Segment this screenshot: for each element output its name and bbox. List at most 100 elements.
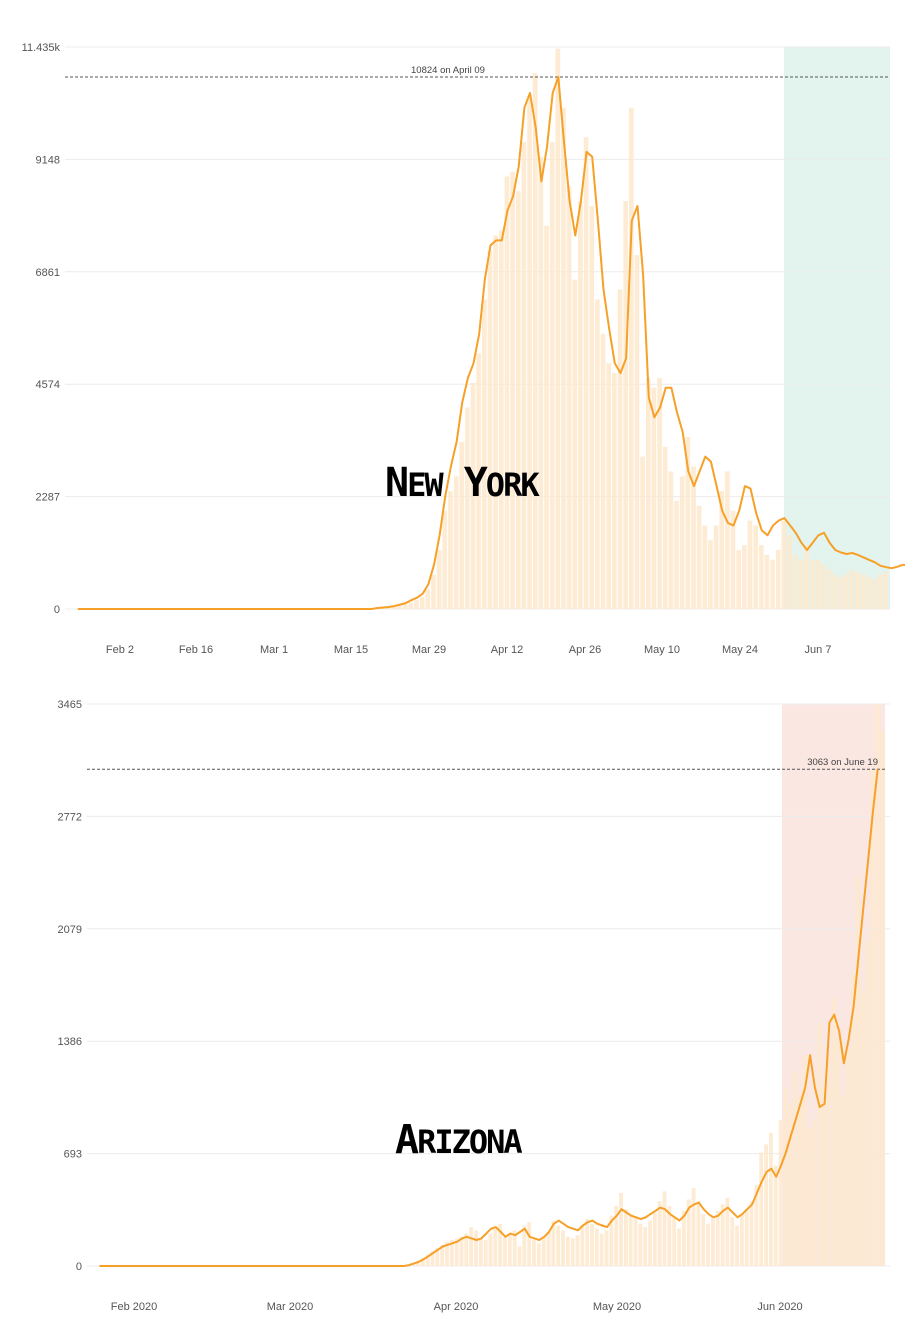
daily-bar <box>754 1184 759 1266</box>
daily-bar <box>797 1095 802 1266</box>
daily-bar <box>866 577 872 609</box>
x-tick-label: Feb 2 <box>106 644 134 656</box>
daily-bar <box>719 491 725 609</box>
daily-bar <box>725 1197 730 1266</box>
daily-bar <box>628 1214 633 1266</box>
daily-bar <box>788 1103 793 1266</box>
daily-bar <box>855 572 860 609</box>
daily-bar <box>832 574 838 609</box>
daily-bar <box>668 471 674 609</box>
daily-bar <box>482 299 487 609</box>
daily-bar <box>435 1248 440 1266</box>
daily-bar <box>657 1201 662 1266</box>
daily-bar <box>686 1199 691 1266</box>
daily-bar <box>522 1225 527 1266</box>
daily-bar <box>397 606 402 609</box>
daily-bar <box>747 520 753 609</box>
daily-bar <box>739 1214 744 1266</box>
daily-bar <box>696 1201 701 1266</box>
daily-bar <box>730 510 736 609</box>
daily-bar <box>804 545 809 609</box>
daily-bar <box>561 107 566 609</box>
x-tick-label: May 10 <box>644 644 680 656</box>
daily-bar <box>809 559 815 609</box>
daily-bar <box>549 142 555 609</box>
daily-bar <box>470 382 476 609</box>
daily-bar <box>815 559 821 609</box>
daily-bar <box>609 1215 614 1266</box>
daily-bar <box>493 235 498 609</box>
daily-bar <box>600 333 606 609</box>
daily-bar <box>566 186 572 609</box>
daily-bar <box>708 540 713 609</box>
daily-bar <box>883 572 888 609</box>
reference-line-label: 3063 on June 19 <box>807 757 878 768</box>
daily-bar <box>836 1038 841 1266</box>
daily-bar <box>570 1238 575 1266</box>
daily-bar <box>662 446 668 609</box>
daily-bar <box>454 1238 459 1266</box>
daily-bar <box>648 1220 652 1266</box>
daily-bar <box>875 704 880 1266</box>
daily-bar <box>580 1225 585 1266</box>
y-tick-label: 6861 <box>36 267 60 279</box>
daily-bar <box>768 1133 773 1266</box>
daily-bar <box>488 1233 493 1266</box>
daily-bar <box>585 1218 590 1266</box>
daily-bar <box>706 1223 710 1266</box>
daily-bar <box>546 1231 551 1266</box>
y-tick-label: 9148 <box>36 154 60 166</box>
daily-bar <box>634 255 640 610</box>
daily-bar <box>638 1223 643 1266</box>
daily-bar <box>459 441 465 609</box>
daily-bar <box>783 1087 788 1266</box>
daily-bar <box>606 363 612 609</box>
daily-bar <box>541 1236 546 1266</box>
daily-bar <box>483 1240 488 1266</box>
daily-bar <box>628 107 634 609</box>
y-tick-label: 2079 <box>58 924 82 936</box>
daily-bar <box>532 1240 536 1266</box>
daily-bar <box>503 1236 507 1266</box>
daily-bar <box>713 525 719 609</box>
daily-bar <box>701 1214 706 1266</box>
daily-bar <box>510 171 515 609</box>
daily-bar <box>431 574 436 609</box>
daily-bar <box>623 1209 628 1266</box>
daily-bar <box>453 476 459 609</box>
daily-bar <box>465 407 470 609</box>
daily-bar <box>430 1251 435 1266</box>
daily-bar <box>487 250 493 609</box>
daily-bar <box>402 604 408 609</box>
daily-bar <box>555 48 561 610</box>
title-initial: A <box>395 1117 419 1163</box>
daily-bar <box>753 525 758 609</box>
highlight-region <box>784 47 890 609</box>
daily-bar <box>623 201 628 609</box>
daily-bar <box>595 299 600 609</box>
daily-bar <box>672 1217 677 1266</box>
average-line <box>99 769 879 1267</box>
daily-bar <box>807 1128 812 1266</box>
daily-bar <box>736 550 742 609</box>
daily-bar <box>817 1022 822 1266</box>
daily-bar <box>758 545 764 609</box>
daily-bar <box>860 990 865 1266</box>
daily-bar <box>880 730 884 1266</box>
daily-bar <box>696 505 702 609</box>
daily-bar <box>865 941 870 1266</box>
daily-bar <box>667 1205 672 1266</box>
daily-bar <box>725 471 730 609</box>
daily-bar <box>420 1257 425 1266</box>
reference-line-label: 10824 on April 09 <box>411 65 485 76</box>
daily-bar <box>662 1191 667 1266</box>
daily-bar <box>720 1204 725 1266</box>
daily-bar <box>812 1120 817 1266</box>
daily-bar <box>469 1227 474 1266</box>
daily-bar <box>831 998 836 1266</box>
daily-bar <box>414 600 419 609</box>
daily-bar <box>527 97 532 609</box>
x-tick-label: Mar 1 <box>260 644 288 656</box>
daily-bar <box>474 1230 478 1266</box>
